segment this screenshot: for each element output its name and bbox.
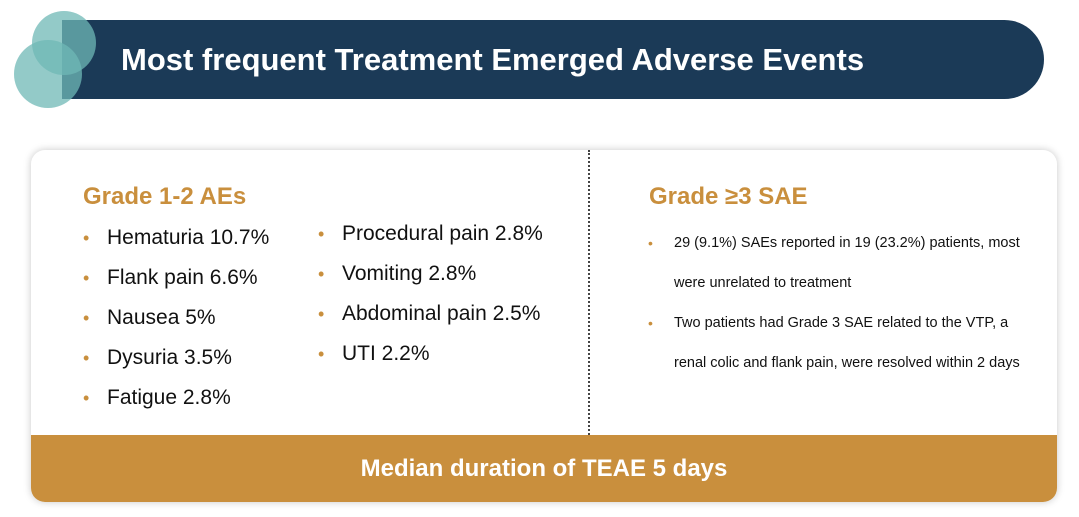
bullet-icon: • (648, 235, 653, 251)
bullet-icon: • (648, 315, 653, 331)
bullet-icon: • (83, 308, 90, 328)
decorative-circles-icon (14, 11, 96, 108)
list-item: • UTI 2.2% (318, 334, 543, 374)
bullet-icon: • (318, 344, 325, 364)
page-title: Most frequent Treatment Emerged Adverse … (121, 42, 865, 77)
list-item: • Flank pain 6.6% (83, 258, 269, 298)
list-item: • Nausea 5% (83, 298, 269, 338)
title-banner (62, 20, 1044, 99)
list-item: • 29 (9.1%) SAEs reported in 19 (23.2%) p… (648, 223, 1038, 303)
list-item: • Vomiting 2.8% (318, 254, 543, 294)
content-card: Grade 1-2 AEs • Hematuria 10.7% • Flank pa… (31, 150, 1057, 502)
grade-3-sae-heading: Grade ≥3 SAE (649, 183, 808, 210)
column-divider (588, 150, 590, 435)
grade-1-2-column-2: • Procedural pain 2.8% • Vomiting 2.8% • Ab… (318, 214, 543, 374)
grade-1-2-column-1: • Hematuria 10.7% • Flank pain 6.6% • Nause… (83, 218, 269, 418)
median-duration-banner: Median duration of TEAE 5 days (31, 435, 1057, 502)
bullet-icon: • (318, 264, 325, 284)
bullet-icon: • (83, 268, 90, 288)
grade-1-2-heading: Grade 1-2 AEs (83, 183, 247, 210)
list-item: • Hematuria 10.7% (83, 218, 269, 258)
bullet-icon: • (318, 224, 325, 244)
bullet-icon: • (83, 348, 90, 368)
sae-list: • 29 (9.1%) SAEs reported in 19 (23.2%) p… (648, 223, 1038, 383)
list-item: • Abdominal pain 2.5% (318, 294, 543, 334)
list-item: • Two patients had Grade 3 SAE related to… (648, 303, 1038, 383)
bullet-icon: • (83, 388, 90, 408)
list-item: • Dysuria 3.5% (83, 338, 269, 378)
bullet-icon: • (83, 228, 90, 248)
list-item: • Fatigue 2.8% (83, 378, 269, 418)
list-item: • Procedural pain 2.8% (318, 214, 543, 254)
bullet-icon: • (318, 304, 325, 324)
